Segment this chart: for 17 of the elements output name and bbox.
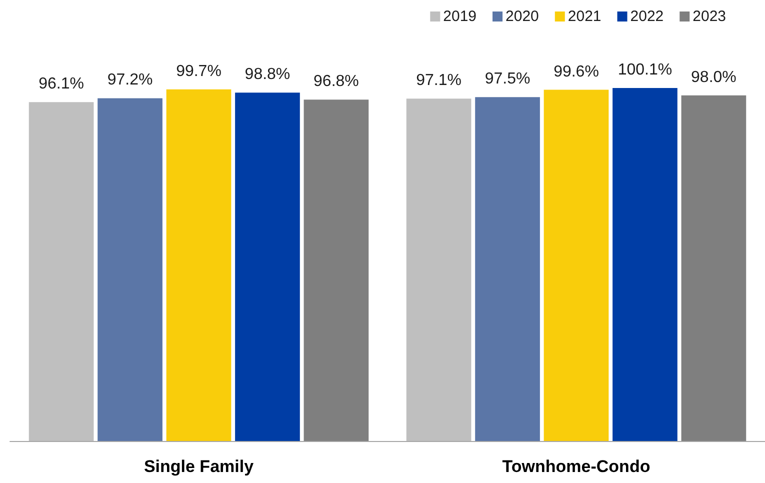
x-tick-label: Single Family [144, 457, 254, 476]
legend-label: 2022 [630, 8, 664, 25]
data-label: 98.0% [691, 68, 736, 86]
legend-label: 2020 [506, 8, 539, 25]
legend-label: 2023 [692, 8, 726, 25]
data-label: 99.7% [176, 62, 222, 80]
data-label: 97.1% [416, 72, 462, 90]
data-label: 97.5% [484, 70, 530, 88]
data-label: 96.8% [314, 73, 359, 90]
data-label: 98.8% [244, 66, 290, 84]
x-tick-label: Townhome-Condo [502, 457, 650, 476]
legend-label: 2021 [568, 8, 602, 25]
data-label: 97.2% [107, 72, 153, 89]
data-label: 100.1% [618, 62, 672, 78]
data-label: 96.1% [38, 76, 84, 93]
legend-label: 2019 [443, 8, 477, 25]
data-label: 99.6% [554, 63, 599, 80]
